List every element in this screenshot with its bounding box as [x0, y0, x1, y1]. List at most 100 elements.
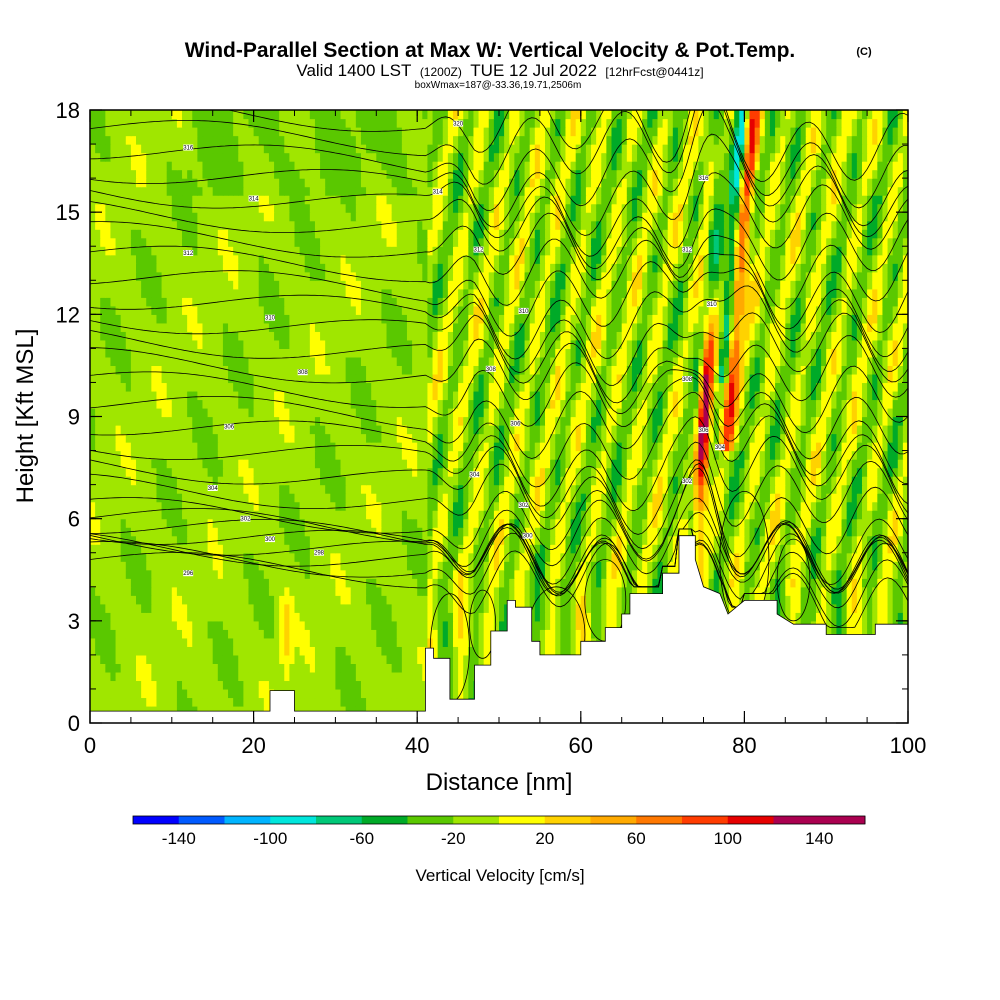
velocity-cell [212, 697, 219, 707]
velocity-cell [381, 544, 388, 554]
velocity-cell [253, 518, 260, 528]
velocity-cell [345, 612, 352, 622]
velocity-cell [887, 595, 894, 605]
velocity-cell [396, 629, 403, 639]
velocity-cell [284, 569, 290, 579]
velocity-cell [473, 527, 480, 537]
velocity-cell [238, 518, 244, 528]
velocity-cell [95, 544, 101, 554]
velocity-cell [401, 671, 408, 682]
velocity-cell [335, 603, 342, 613]
velocity-cell [366, 510, 372, 520]
velocity-cell [606, 595, 613, 605]
velocity-cell [493, 620, 500, 630]
velocity-cell [427, 629, 434, 639]
velocity-cell [376, 518, 383, 528]
velocity-cell [693, 476, 699, 486]
velocity-cell [233, 654, 239, 664]
velocity-cell [222, 654, 229, 664]
velocity-cell [688, 493, 694, 503]
velocity-cell [545, 527, 551, 537]
velocity-cell [120, 629, 127, 639]
subtitle-forecast: [12hrFcst@0441z] [605, 65, 703, 79]
velocity-cell [478, 544, 485, 554]
velocity-cell [432, 459, 439, 469]
velocity-cell [176, 510, 183, 520]
velocity-cell [146, 595, 152, 605]
velocity-cell [263, 476, 270, 486]
velocity-cell [110, 552, 117, 562]
velocity-cell [672, 484, 679, 494]
velocity-cell [463, 484, 469, 494]
velocity-cell [422, 484, 429, 494]
velocity-cell [217, 595, 224, 605]
velocity-cell [463, 595, 469, 605]
velocity-cell [769, 510, 776, 520]
velocity-cell [417, 552, 423, 562]
velocity-cell [406, 552, 413, 562]
velocity-cell [130, 680, 137, 690]
velocity-cell [437, 603, 444, 613]
velocity-cell [233, 612, 239, 622]
velocity-cell [539, 467, 546, 477]
velocity-cell [565, 476, 572, 486]
velocity-cell [698, 484, 705, 494]
velocity-cell [601, 467, 607, 477]
velocity-cell [902, 527, 908, 537]
velocity-cell [468, 459, 475, 469]
velocity-cell [386, 705, 393, 716]
velocity-cell [360, 518, 367, 528]
velocity-cell [534, 595, 541, 605]
velocity-cell [478, 527, 485, 537]
velocity-cell [146, 688, 152, 699]
velocity-cell [120, 561, 127, 571]
velocity-cell [662, 527, 669, 537]
velocity-cell [115, 646, 122, 656]
velocity-cell [555, 603, 561, 613]
velocity-cell [892, 501, 899, 511]
velocity-cell [836, 484, 843, 494]
velocity-cell [754, 518, 761, 528]
velocity-cell [120, 697, 127, 707]
velocity-cell [325, 493, 331, 503]
velocity-cell [320, 501, 326, 511]
velocity-cell [529, 586, 536, 596]
velocity-cell [105, 501, 112, 511]
velocity-cell [892, 561, 899, 571]
velocity-cell [381, 501, 388, 511]
velocity-cell [146, 620, 152, 630]
velocity-cell [171, 561, 178, 571]
velocity-cell [289, 603, 296, 613]
velocity-cell [877, 603, 884, 613]
velocity-cell [105, 654, 112, 664]
velocity-cell [718, 561, 725, 571]
velocity-cell [519, 510, 526, 520]
velocity-cell [851, 578, 858, 588]
velocity-cell [662, 484, 669, 494]
velocity-cell [846, 612, 853, 622]
velocity-cell [493, 612, 500, 622]
velocity-cell [493, 578, 500, 588]
velocity-cell [335, 527, 342, 537]
velocity-cell [156, 544, 163, 554]
velocity-cell [739, 586, 745, 596]
velocity-cell [366, 586, 372, 596]
velocity-cell [713, 518, 720, 528]
velocity-cell [366, 612, 372, 622]
velocity-cell [258, 663, 265, 673]
velocity-cell [826, 552, 832, 562]
velocity-cell [872, 518, 878, 528]
velocity-cell [560, 620, 567, 630]
velocity-cell [780, 586, 786, 596]
velocity-cell [151, 535, 158, 545]
velocity-cell [212, 629, 219, 639]
velocity-cell [355, 561, 362, 571]
velocity-cell [325, 595, 331, 605]
velocity-cell [729, 595, 735, 605]
velocity-cell [570, 586, 577, 596]
velocity-cell [130, 697, 137, 707]
velocity-cell [580, 595, 587, 605]
velocity-cell [253, 467, 260, 477]
velocity-cell [217, 450, 224, 460]
velocity-cell [207, 518, 214, 528]
